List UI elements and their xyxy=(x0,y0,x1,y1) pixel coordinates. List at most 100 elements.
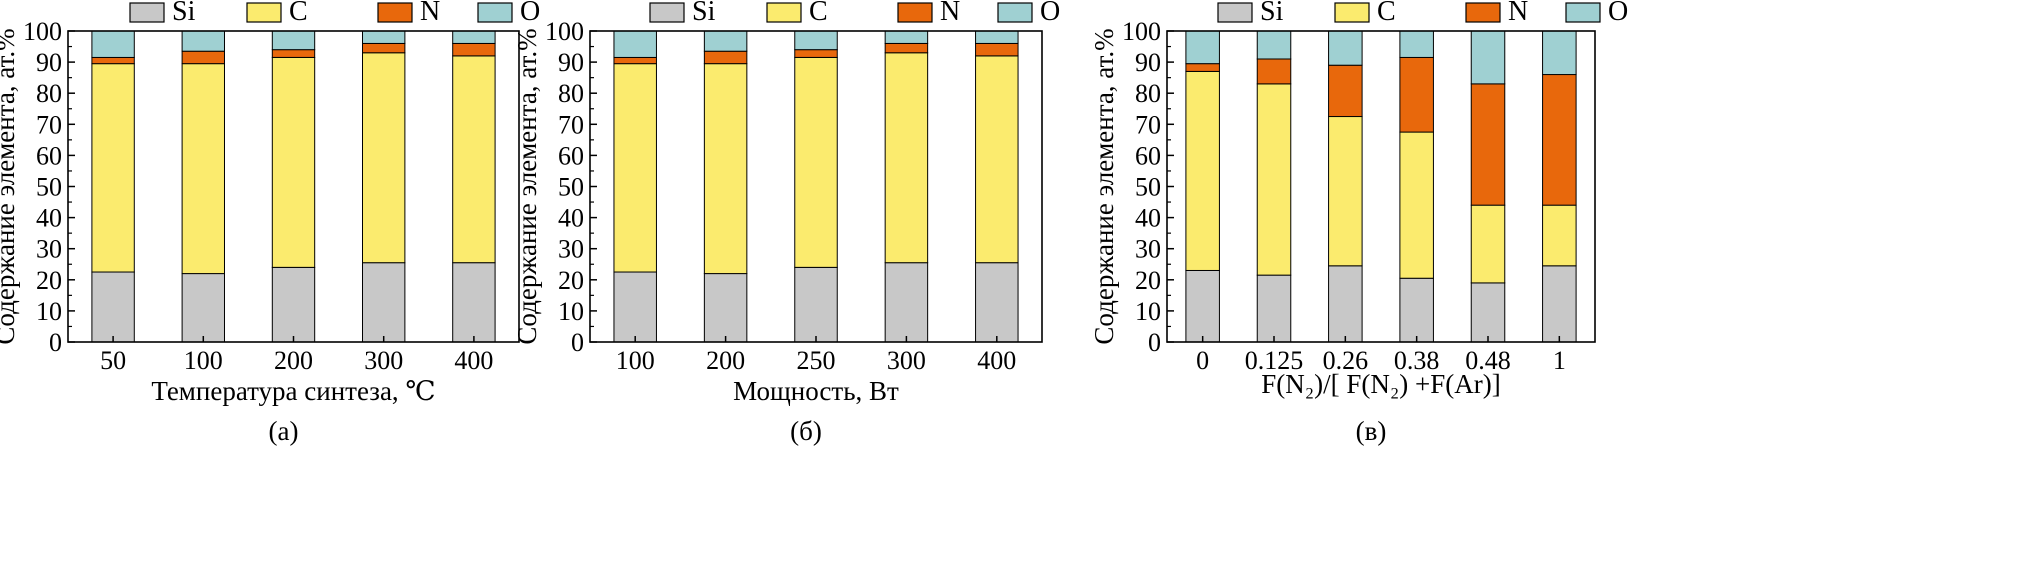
bar-segment-o-0.48 xyxy=(1470,30,1506,85)
bar-segment-c-0 xyxy=(1185,70,1220,271)
bar-segment-o-200 xyxy=(703,30,748,52)
bar-segment-o-300 xyxy=(362,30,406,44)
bar-segment-c-100 xyxy=(181,63,225,275)
y-tick-label: 40 xyxy=(36,204,62,233)
bar-segment-si-100 xyxy=(613,271,657,343)
x-tick-label: 300 xyxy=(887,346,926,375)
bar-segment-o-400 xyxy=(975,30,1019,44)
bar-segment-n-300 xyxy=(884,42,929,54)
legend-swatch-c xyxy=(1334,2,1370,23)
bar-segment-c-1 xyxy=(1542,204,1577,267)
x-tick-label: 1 xyxy=(1553,346,1566,375)
bar-segment-n-0.125 xyxy=(1256,58,1292,85)
y-tick-label: 10 xyxy=(36,297,62,326)
bar-segment-c-50 xyxy=(91,63,135,273)
bar-segment-si-1 xyxy=(1542,265,1577,343)
y-tick-label: 70 xyxy=(36,110,62,139)
legend: Si C N O xyxy=(1217,0,1628,27)
bar-segment-o-0.38 xyxy=(1399,30,1434,58)
y-tick-label: 70 xyxy=(558,110,584,139)
bar-segment-c-0.26 xyxy=(1328,116,1363,267)
bar-segment-o-50 xyxy=(91,30,135,58)
bar-segment-c-200 xyxy=(703,63,748,275)
x-axis-label: Температура синтеза, ℃ xyxy=(151,376,435,406)
bar-segment-o-200 xyxy=(271,30,316,51)
bar-segment-c-300 xyxy=(884,52,929,264)
legend-swatch-n xyxy=(1465,2,1501,23)
y-tick-label: 100 xyxy=(1122,17,1161,46)
y-tick-label: 50 xyxy=(36,173,62,202)
bar-segment-c-0.38 xyxy=(1399,131,1434,279)
y-tick-label: 20 xyxy=(558,266,584,295)
y-tick-label: 80 xyxy=(558,79,584,108)
y-tick-label: 60 xyxy=(558,141,584,170)
bar-segment-n-200 xyxy=(271,49,316,58)
x-tick-label: 0.38 xyxy=(1394,346,1440,375)
y-tick-label: 90 xyxy=(558,48,584,77)
legend-swatch-c xyxy=(766,2,802,23)
bar-segment-c-100 xyxy=(613,63,657,273)
bar-segment-si-0.26 xyxy=(1328,265,1363,343)
legend-swatch-c xyxy=(246,2,282,23)
y-axis-label: Содержание элемента, ат.% xyxy=(512,28,542,344)
bar-segment-c-0.48 xyxy=(1470,204,1506,284)
bar-segment-c-200 xyxy=(271,56,316,268)
bar-segment-si-100 xyxy=(181,273,225,343)
bar-segment-o-0.26 xyxy=(1328,30,1363,66)
bar-segment-c-400 xyxy=(975,55,1019,264)
bar-segment-si-50 xyxy=(91,271,135,343)
y-tick-label: 90 xyxy=(1135,48,1161,77)
bar-segment-si-0 xyxy=(1185,269,1220,343)
bar-segment-n-250 xyxy=(794,49,838,58)
x-axis-label: Мощность, Вт xyxy=(733,376,899,406)
legend-swatch-o xyxy=(477,2,513,23)
bar-segment-n-50 xyxy=(91,56,135,65)
y-tick-label: 70 xyxy=(1135,110,1161,139)
x-tick-label: 200 xyxy=(274,346,313,375)
legend-swatch-n xyxy=(897,2,933,23)
bar-segment-si-0.48 xyxy=(1470,282,1506,343)
bar-segment-n-0.48 xyxy=(1470,83,1506,206)
y-tick-label: 50 xyxy=(1135,173,1161,202)
bar-segment-o-1 xyxy=(1542,30,1577,76)
legend-label-o: O xyxy=(1040,0,1060,27)
legend-swatch-si xyxy=(129,2,165,23)
legend: Si C N O xyxy=(649,0,1060,27)
y-tick-label: 30 xyxy=(558,235,584,264)
legend-label-n: N xyxy=(1508,0,1528,27)
bar-segment-o-0 xyxy=(1185,30,1220,65)
y-tick-label: 60 xyxy=(1135,141,1161,170)
bar-segment-si-0.38 xyxy=(1399,277,1434,343)
bar-segment-n-0 xyxy=(1185,63,1220,72)
y-tick-label: 30 xyxy=(1135,235,1161,264)
bar-segment-n-0.26 xyxy=(1328,64,1363,118)
y-tick-label: 80 xyxy=(36,79,62,108)
y-tick-label: 30 xyxy=(36,235,62,264)
bar-segment-si-400 xyxy=(452,262,496,343)
y-tick-label: 90 xyxy=(36,48,62,77)
bar-segment-n-300 xyxy=(362,42,406,54)
y-tick-label: 0 xyxy=(571,328,584,357)
y-tick-label: 10 xyxy=(1135,297,1161,326)
y-tick-label: 0 xyxy=(1148,328,1161,357)
bar-segment-n-0.38 xyxy=(1399,56,1434,133)
x-tick-label: 250 xyxy=(797,346,836,375)
bar-segment-si-400 xyxy=(975,262,1019,343)
panel-label: (в) xyxy=(1356,416,1387,446)
bar-segment-o-250 xyxy=(794,30,838,51)
legend: Si C N O xyxy=(129,0,540,27)
x-axis-label: F(N₂)/[ F(N₂) +F(Ar)] xyxy=(1261,369,1501,399)
bar-segment-n-400 xyxy=(975,42,1019,57)
legend-swatch-n xyxy=(377,2,413,23)
bar-segment-o-100 xyxy=(613,30,657,58)
y-axis-label: Содержание элемента, ат.% xyxy=(1089,28,1119,344)
y-tick-label: 40 xyxy=(1135,204,1161,233)
x-tick-label: 0 xyxy=(1196,346,1209,375)
y-tick-label: 0 xyxy=(49,328,62,357)
legend-label-si: Si xyxy=(692,0,716,27)
x-tick-label: 100 xyxy=(184,346,223,375)
